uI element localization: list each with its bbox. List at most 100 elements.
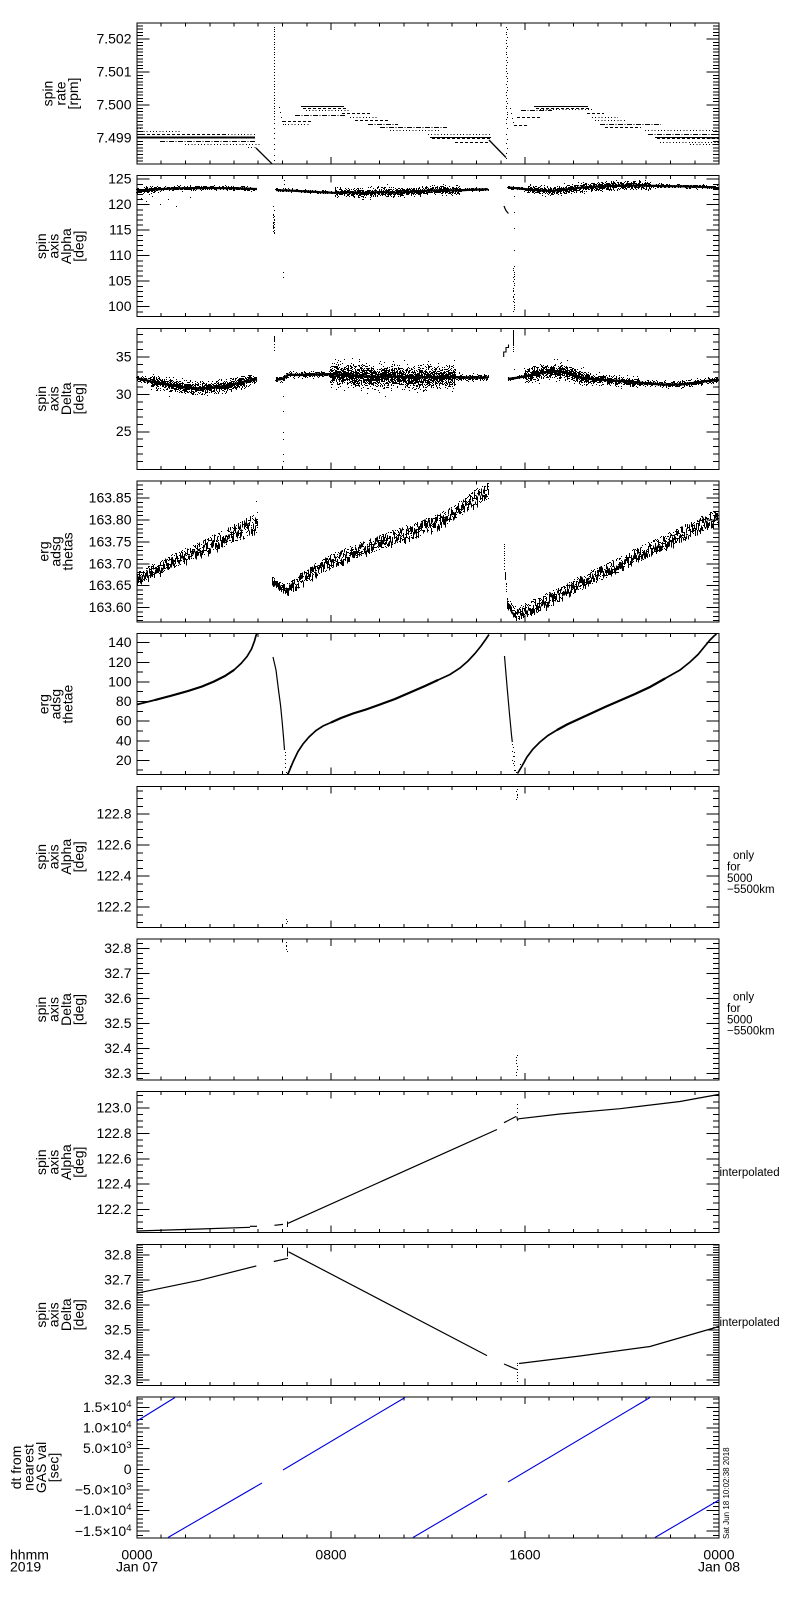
svg-text:spin: spin xyxy=(33,997,49,1023)
svg-text:123.0: 123.0 xyxy=(96,1100,131,1116)
svg-text:163.65: 163.65 xyxy=(89,577,132,593)
svg-text:for: for xyxy=(727,1003,741,1015)
svg-text:axis: axis xyxy=(46,844,62,869)
svg-text:32.8: 32.8 xyxy=(104,1247,131,1263)
svg-text:[sec]: [sec] xyxy=(46,1453,62,1483)
svg-text:[deg]: [deg] xyxy=(71,994,87,1025)
svg-text:[deg]: [deg] xyxy=(71,1299,87,1330)
svg-text:32.7: 32.7 xyxy=(104,965,131,981)
svg-text:−1.5×104: −1.5×104 xyxy=(75,1523,132,1539)
svg-text:125: 125 xyxy=(108,171,132,187)
svg-text:axis: axis xyxy=(46,386,62,411)
svg-text:32.8: 32.8 xyxy=(104,940,131,956)
svg-text:163.60: 163.60 xyxy=(89,599,132,615)
svg-text:163.75: 163.75 xyxy=(89,534,132,550)
svg-text:122.2: 122.2 xyxy=(96,899,131,915)
svg-text:1600: 1600 xyxy=(509,1547,540,1563)
svg-text:122.8: 122.8 xyxy=(96,806,131,822)
svg-text:[deg]: [deg] xyxy=(71,841,87,872)
svg-text:32.4: 32.4 xyxy=(104,1040,131,1056)
svg-text:32.5: 32.5 xyxy=(104,1322,131,1338)
svg-text:axis: axis xyxy=(46,1150,62,1175)
svg-text:for: for xyxy=(727,861,741,873)
svg-text:35: 35 xyxy=(116,348,132,364)
svg-text:7.501: 7.501 xyxy=(96,64,131,80)
svg-text:1.5×104: 1.5×104 xyxy=(83,1399,132,1415)
svg-text:163.85: 163.85 xyxy=(89,490,132,506)
svg-text:spin: spin xyxy=(33,1302,49,1328)
svg-text:32.7: 32.7 xyxy=(104,1272,131,1288)
svg-text:32.6: 32.6 xyxy=(104,1297,131,1313)
svg-text:122.4: 122.4 xyxy=(96,1176,131,1192)
svg-text:Alpha: Alpha xyxy=(58,228,74,264)
svg-text:0800: 0800 xyxy=(315,1547,346,1563)
svg-text:Delta: Delta xyxy=(58,382,74,415)
svg-text:110: 110 xyxy=(109,247,132,263)
svg-text:5000: 5000 xyxy=(727,873,753,885)
svg-text:120: 120 xyxy=(108,654,132,670)
svg-text:32.6: 32.6 xyxy=(104,990,131,1006)
svg-text:Alpha: Alpha xyxy=(58,839,74,875)
svg-text:Delta: Delta xyxy=(58,993,74,1026)
svg-text:[rpm]: [rpm] xyxy=(65,78,81,110)
svg-text:100: 100 xyxy=(108,298,132,314)
svg-text:thetae: thetae xyxy=(60,685,76,724)
svg-text:140: 140 xyxy=(108,634,132,650)
svg-text:25: 25 xyxy=(116,423,132,439)
svg-text:30: 30 xyxy=(116,386,132,402)
svg-text:axis: axis xyxy=(46,997,62,1022)
svg-text:GAS val: GAS val xyxy=(33,1442,49,1493)
svg-text:dt from: dt from xyxy=(8,1446,24,1490)
svg-text:163.80: 163.80 xyxy=(89,512,132,528)
svg-text:interpolated: interpolated xyxy=(720,1317,780,1329)
svg-text:axis: axis xyxy=(46,1302,62,1327)
svg-text:spin: spin xyxy=(33,233,49,259)
svg-text:only: only xyxy=(733,850,754,862)
svg-text:spin: spin xyxy=(33,1149,49,1175)
svg-text:115: 115 xyxy=(109,222,132,238)
svg-text:1.0×104: 1.0×104 xyxy=(83,1420,132,1436)
svg-text:122.6: 122.6 xyxy=(96,837,131,853)
svg-text:0: 0 xyxy=(124,1461,132,1477)
svg-text:hhmm: hhmm xyxy=(10,1547,49,1563)
svg-text:[deg]: [deg] xyxy=(71,231,87,262)
svg-text:[deg]: [deg] xyxy=(71,383,87,414)
svg-text:rate: rate xyxy=(53,81,69,105)
svg-text:100: 100 xyxy=(108,673,132,689)
svg-text:7.502: 7.502 xyxy=(96,31,131,47)
svg-text:32.3: 32.3 xyxy=(104,1372,131,1388)
svg-text:32.5: 32.5 xyxy=(104,1015,131,1031)
svg-text:7.499: 7.499 xyxy=(96,130,131,146)
svg-text:5000: 5000 xyxy=(727,1014,753,1026)
svg-text:spin: spin xyxy=(33,386,49,412)
svg-text:erg: erg xyxy=(36,541,52,561)
svg-text:105: 105 xyxy=(108,273,132,289)
svg-text:thetas: thetas xyxy=(60,532,76,570)
svg-text:122.4: 122.4 xyxy=(96,868,131,884)
svg-text:122.6: 122.6 xyxy=(96,1150,131,1166)
svg-text:only: only xyxy=(733,992,754,1004)
svg-text:interpolated: interpolated xyxy=(720,1167,780,1179)
svg-text:−5500km: −5500km xyxy=(727,884,775,896)
svg-text:Delta: Delta xyxy=(58,1298,74,1331)
svg-text:Alpha: Alpha xyxy=(58,1144,74,1180)
svg-text:spin: spin xyxy=(33,844,49,870)
svg-text:2019: 2019 xyxy=(10,1559,41,1575)
svg-text:spin: spin xyxy=(40,81,56,107)
svg-text:5.0×103: 5.0×103 xyxy=(83,1440,132,1456)
svg-text:−5.0×103: −5.0×103 xyxy=(75,1482,132,1498)
svg-text:−1.0×104: −1.0×104 xyxy=(75,1502,132,1518)
svg-text:122.2: 122.2 xyxy=(96,1201,131,1217)
svg-text:0000: 0000 xyxy=(703,1547,734,1563)
svg-text:adsg: adsg xyxy=(48,689,64,719)
svg-text:[deg]: [deg] xyxy=(71,1147,87,1178)
svg-text:adsg: adsg xyxy=(48,536,64,566)
svg-text:40: 40 xyxy=(116,732,132,748)
svg-text:32.3: 32.3 xyxy=(104,1065,131,1081)
svg-text:20: 20 xyxy=(116,752,132,768)
svg-text:120: 120 xyxy=(108,196,132,212)
svg-text:163.70: 163.70 xyxy=(89,555,132,571)
svg-text:80: 80 xyxy=(116,693,132,709)
svg-text:nearest: nearest xyxy=(21,1444,37,1491)
svg-text:−5500km: −5500km xyxy=(727,1026,775,1038)
